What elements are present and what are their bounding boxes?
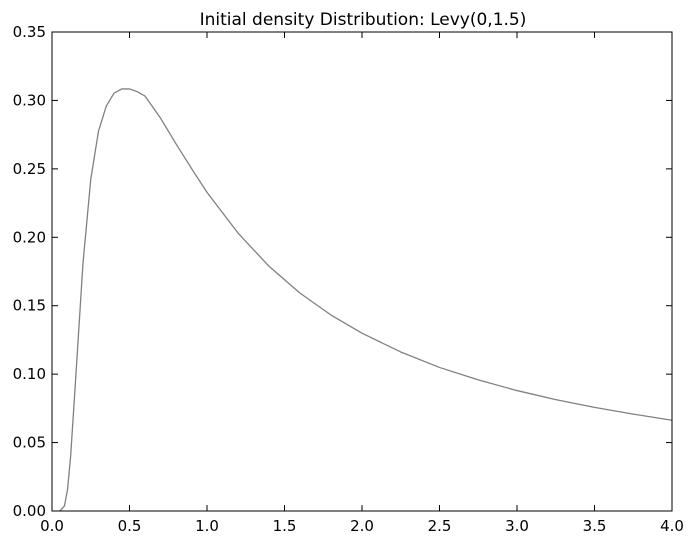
density-curve-line — [59, 88, 673, 512]
y-tick-label: 0.35 — [13, 23, 46, 41]
chart-title: Initial density Distribution: Levy(0,1.5… — [200, 10, 527, 30]
y-tick-label: 0.20 — [13, 228, 46, 246]
x-tick-label: 2.0 — [350, 517, 374, 535]
y-tick-label: 0.25 — [13, 160, 46, 178]
x-tick-label: 1.5 — [273, 517, 297, 535]
plot-frame — [51, 31, 673, 512]
y-tick-label: 0.05 — [13, 434, 46, 452]
x-tick-label: 0.0 — [40, 517, 64, 535]
y-tick-label: 0.30 — [13, 91, 46, 109]
y-tick-label: 0.10 — [13, 365, 46, 383]
x-tick-label: 1.0 — [195, 517, 219, 535]
x-tick-label: 2.5 — [428, 517, 452, 535]
x-tick-label: 3.0 — [505, 517, 529, 535]
plot-area — [59, 88, 673, 512]
x-tick-label: 4.0 — [660, 517, 684, 535]
axis-ticks: 0.0 0.5 1.0 1.5 2.0 2.5 3.0 3.5 4.0 0.00 0.05 0.10 0… — [13, 23, 684, 535]
x-tick-label: 0.5 — [118, 517, 142, 535]
y-tick-label: 0.15 — [13, 297, 46, 315]
y-tick-label: 0.00 — [13, 502, 46, 520]
x-tick-label: 3.5 — [583, 517, 607, 535]
